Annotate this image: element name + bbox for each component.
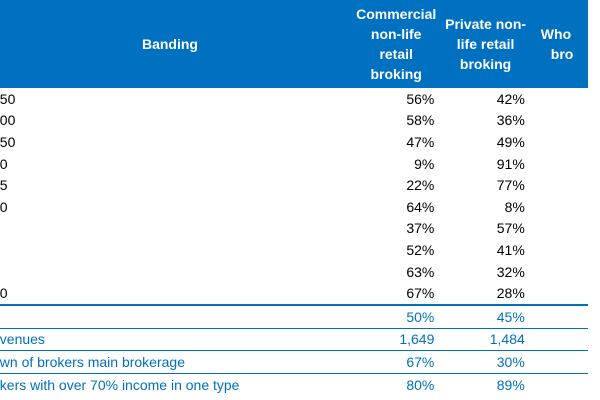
- wholesale-cell: [531, 196, 588, 218]
- header-wholesale-line-2: bro: [550, 46, 574, 62]
- commercial-cell: 22%: [406, 177, 435, 194]
- commercial-cell: 63%: [406, 263, 435, 280]
- header-commercial: Commercial non-life retail broking: [351, 0, 441, 88]
- band-cell: 50: [0, 198, 8, 215]
- private-cell: 91%: [496, 155, 525, 172]
- commercial-cell: 50%: [351, 303, 441, 329]
- band-cell: 10: [0, 285, 8, 302]
- summary-label: own of brokers main brokerage: [0, 350, 352, 374]
- commercial-cell: 67%: [351, 350, 441, 374]
- header-banding: Banding: [0, 0, 352, 88]
- broking-banding-table: Banding Commercial non-life retail broki…: [0, 0, 588, 396]
- private-cell: 45%: [440, 303, 531, 329]
- commercial-cell: 9%: [414, 155, 435, 172]
- summary-row-main-brokerage: own of brokers main brokerage 67% 30%: [0, 350, 588, 374]
- header-commercial-line-2: non-life: [370, 26, 422, 42]
- wholesale-cell: [531, 239, 588, 261]
- header-private-line-2: life retail: [456, 36, 515, 52]
- header-row: Banding Commercial non-life retail broki…: [0, 0, 588, 88]
- wholesale-cell: [531, 88, 588, 110]
- wholesale-cell: [531, 282, 588, 305]
- private-cell: 89%: [440, 372, 531, 396]
- band-cell: 0: [0, 239, 352, 261]
- wholesale-cell: [530, 350, 588, 374]
- table-row: 25 22% 77%: [0, 174, 588, 196]
- private-cell: 41%: [496, 241, 525, 258]
- header-wholesale: Who bro: [530, 0, 588, 88]
- band-cell: 750: [0, 90, 16, 107]
- private-cell: 28%: [496, 285, 525, 302]
- summary-label: evenues: [0, 327, 352, 351]
- summary-label: okers with over 70% income in one type: [0, 372, 352, 396]
- table-row: 750 56% 42%: [0, 88, 588, 110]
- wholesale-cell: [531, 110, 588, 132]
- private-cell: 30%: [440, 350, 531, 374]
- table-row: 0 52% 41%: [0, 239, 588, 261]
- private-cell: 32%: [496, 263, 525, 280]
- wholesale-cell: [531, 153, 588, 175]
- summary-row-revenues: evenues 1,649 1,484: [0, 327, 588, 351]
- wholesale-cell: [530, 327, 588, 351]
- commercial-cell: 64%: [406, 198, 435, 215]
- commercial-cell: 80%: [351, 372, 441, 396]
- band-cell: 250: [0, 133, 16, 150]
- band-cell: 0: [0, 261, 352, 283]
- table-row: 0 37% 57%: [0, 218, 588, 240]
- wholesale-cell: [531, 261, 588, 283]
- header-commercial-line-4: broking: [370, 66, 422, 82]
- header-commercial-line-3: retail: [379, 46, 413, 62]
- wholesale-cell: [531, 131, 588, 153]
- table-row: 250 47% 49%: [0, 131, 588, 153]
- header-private-line-3: broking: [459, 56, 512, 72]
- private-cell: 57%: [496, 220, 525, 237]
- table-row: 0 63% 32%: [0, 261, 588, 283]
- commercial-cell: 47%: [406, 133, 435, 150]
- commercial-cell: 58%: [406, 112, 435, 129]
- commercial-cell: 37%: [406, 220, 435, 237]
- wholesale-cell: [530, 303, 588, 329]
- private-cell: 77%: [496, 177, 525, 194]
- summary-row-average: 50% 45%: [0, 303, 588, 329]
- header-private: Private non- life retail broking: [440, 0, 531, 88]
- band-cell: 500: [0, 112, 16, 129]
- table-row: 500 58% 36%: [0, 110, 588, 132]
- wholesale-cell: [531, 218, 588, 240]
- private-cell: 8%: [504, 198, 525, 215]
- commercial-cell: 52%: [406, 241, 435, 258]
- table-row: 00 9% 91%: [0, 153, 588, 175]
- private-cell: 42%: [496, 90, 525, 107]
- commercial-cell: 56%: [406, 90, 435, 107]
- private-cell: 49%: [496, 133, 525, 150]
- wholesale-cell: [530, 372, 588, 396]
- private-cell: 36%: [496, 112, 525, 129]
- table-row: 10 67% 28%: [0, 282, 588, 305]
- commercial-cell: 67%: [406, 285, 435, 302]
- band-cell: 25: [0, 177, 8, 194]
- header-private-line-1: Private non-: [445, 16, 527, 32]
- band-cell: 0: [0, 218, 352, 240]
- summary-row-over-70-percent: okers with over 70% income in one type 8…: [0, 372, 588, 396]
- summary-label: [0, 303, 352, 329]
- header-commercial-line-1: Commercial: [356, 6, 437, 22]
- table-row: 50 64% 8%: [0, 196, 588, 218]
- private-cell: 1,484: [440, 327, 531, 351]
- band-cell: 00: [0, 155, 8, 172]
- header-wholesale-line-1: Who: [540, 26, 572, 42]
- wholesale-cell: [531, 174, 588, 196]
- commercial-cell: 1,649: [351, 327, 441, 351]
